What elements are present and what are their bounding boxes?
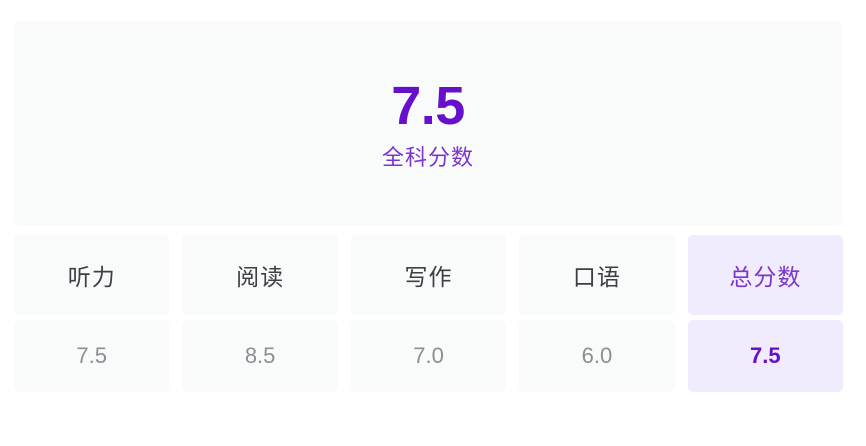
score-cell-listening: 7.5 — [14, 320, 170, 392]
score-cell-total: 7.5 — [687, 320, 844, 392]
column-header-label: 总分数 — [729, 264, 802, 290]
overall-score-label: 全科分数 — [381, 144, 474, 170]
score-value: 7.0 — [413, 343, 444, 368]
score-value: 7.5 — [750, 343, 781, 368]
column-header-total: 总分数 — [687, 235, 844, 315]
score-breakdown-table: 听力 阅读 写作 口语 总分数 7.5 8.5 7.0 6.0 7.5 — [14, 235, 844, 392]
column-header-label: 口语 — [572, 264, 621, 290]
column-header-listening: 听力 — [14, 235, 170, 315]
score-cell-writing: 7.0 — [350, 320, 507, 392]
column-header-speaking: 口语 — [519, 235, 675, 315]
score-value: 6.0 — [581, 343, 613, 368]
table-header-row: 听力 阅读 写作 口语 总分数 — [14, 235, 844, 315]
score-value: 8.5 — [244, 343, 276, 368]
column-header-writing: 写作 — [350, 235, 507, 315]
overall-score-value: 7.5 — [391, 75, 465, 136]
column-header-label: 听力 — [67, 264, 116, 290]
table-value-row: 7.5 8.5 7.0 6.0 7.5 — [14, 320, 844, 392]
overall-score-panel: 7.5 全科分数 — [14, 21, 842, 226]
score-cell-reading: 8.5 — [182, 320, 338, 392]
column-header-label: 写作 — [404, 264, 453, 290]
column-header-reading: 阅读 — [182, 235, 338, 315]
column-header-label: 阅读 — [236, 264, 285, 290]
score-value: 7.5 — [76, 343, 107, 368]
score-cell-speaking: 6.0 — [519, 320, 675, 392]
